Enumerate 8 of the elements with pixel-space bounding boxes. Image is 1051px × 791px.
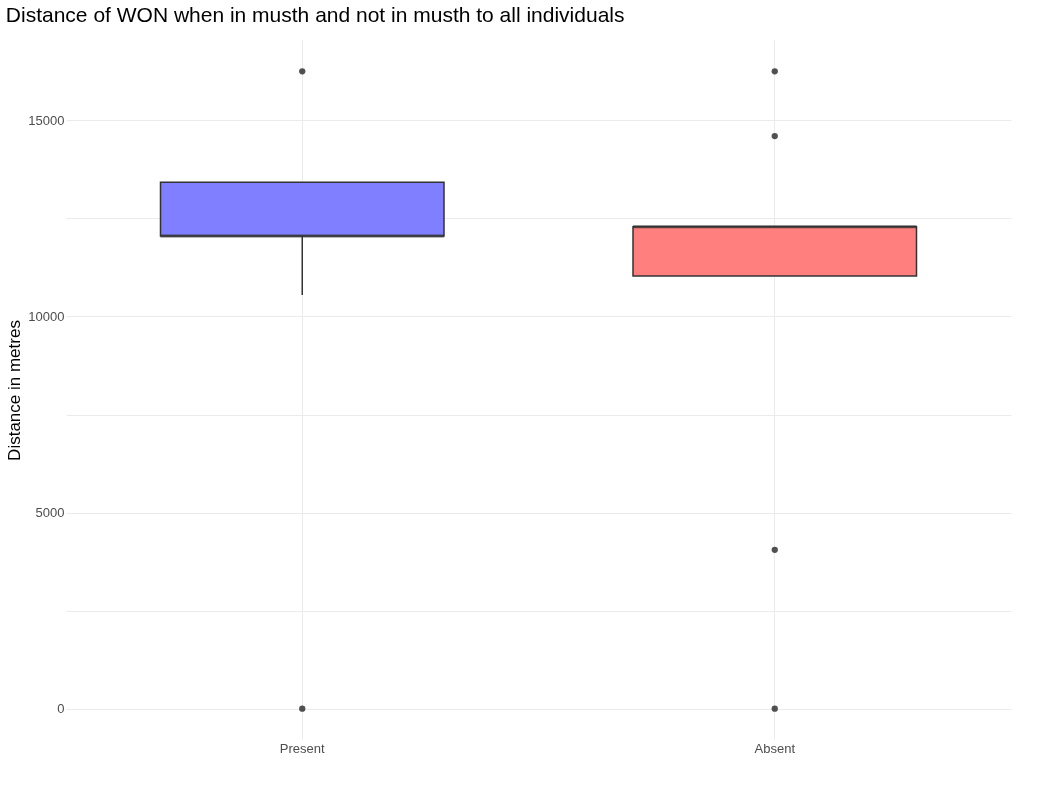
y-tick-label: 15000 — [28, 112, 65, 128]
x-tick-label: Absent — [754, 740, 796, 756]
chart-title: Distance of WON when in musth and not in musth to all individuals — [5, 3, 625, 26]
y-tick-label: 0 — [57, 701, 65, 717]
y-axis-title: Distance in metres — [5, 320, 25, 461]
x-tick-label: Present — [279, 740, 326, 756]
y-tick-label: 10000 — [28, 308, 65, 324]
y-tick-label: 5000 — [35, 505, 65, 521]
